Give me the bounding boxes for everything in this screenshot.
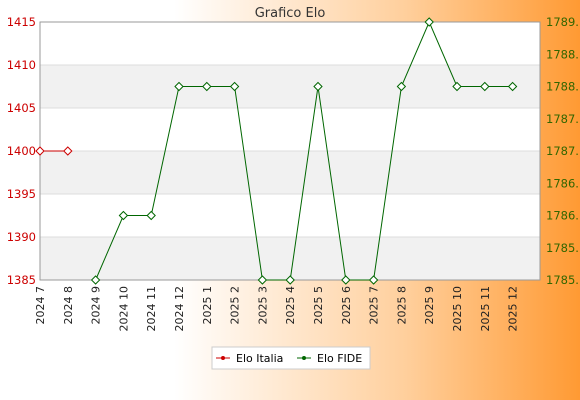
data-point: [90, 275, 101, 285]
left-tick-label: 1415: [7, 15, 36, 29]
left-axis-ticks: 1385 1390 1395 1400 1405 1410 1415: [7, 15, 36, 287]
data-point: [341, 275, 351, 285]
x-tick-label: 2025 12: [507, 286, 520, 332]
x-tick-label: 2025 10: [451, 286, 464, 332]
x-tick-label: 2024 8: [62, 286, 75, 325]
right-tick-label: 1789.: [546, 15, 579, 29]
legend-marker: [302, 356, 306, 360]
x-tick-label: 2025 5: [312, 286, 325, 325]
legend: Elo Italia Elo FIDE: [211, 346, 371, 370]
data-point: [63, 146, 73, 156]
x-tick-label: 2024 9: [90, 286, 103, 325]
data-point: [452, 81, 462, 92]
right-tick-label: 1788.: [546, 80, 579, 94]
x-tick-label: 2025 7: [368, 286, 381, 325]
x-tick-label: 2024 10: [117, 286, 130, 332]
right-axis-ticks: 1785. 1785. 1786. 1786. 1787. 1787. 1788. 1788.…: [546, 15, 579, 287]
data-point: [257, 275, 268, 285]
right-tick-label: 1785.: [546, 273, 579, 287]
x-tick-label: 2024 7: [34, 286, 47, 325]
series-elo-italia: [35, 146, 73, 156]
data-point: [368, 275, 379, 285]
x-tick-label: 2024 12: [173, 286, 186, 332]
right-tick-label: 1786.: [546, 176, 579, 190]
data-point: [229, 81, 240, 92]
x-tick-label: 2025 11: [479, 286, 492, 332]
plot-bands: [40, 22, 540, 280]
data-point: [285, 275, 295, 285]
x-tick-label: 2025 6: [340, 286, 353, 325]
right-tick-label: 1787.: [546, 144, 579, 158]
x-tick-label: 2025 2: [229, 286, 242, 325]
data-point: [174, 81, 184, 92]
data-point: [480, 81, 490, 92]
x-tick-label: 2025 9: [423, 286, 436, 325]
legend-label: Elo FIDE: [317, 352, 362, 365]
data-point: [396, 81, 407, 92]
plot-band: [40, 108, 540, 151]
x-axis-ticks: 2024 7 2024 8 2024 9 2024 10 2024 11 2024 12 2…: [34, 286, 520, 332]
left-tick-label: 1390: [7, 230, 36, 244]
x-tick-label: 2025 1: [201, 286, 214, 325]
data-point: [118, 210, 129, 221]
x-tick-label: 2025 4: [284, 286, 297, 325]
left-tick-label: 1410: [7, 58, 36, 72]
right-tick-label: 1788.: [546, 47, 579, 61]
series-line: [95, 20, 513, 281]
series-layer: [35, 17, 518, 285]
x-tick-label: 2024 11: [145, 286, 158, 332]
legend-label: Elo Italia: [236, 352, 283, 365]
plot-band: [40, 237, 540, 280]
chart-title: Grafico Elo: [255, 6, 326, 21]
data-point: [424, 17, 434, 27]
series-elo-fide: [90, 17, 518, 285]
plot-band: [40, 151, 540, 194]
data-point: [313, 81, 323, 92]
data-point: [507, 81, 518, 92]
data-point: [35, 146, 45, 156]
left-tick-label: 1395: [7, 187, 36, 201]
left-tick-label: 1405: [7, 101, 36, 115]
x-tick-label: 2025 3: [256, 286, 269, 325]
right-tick-label: 1786.: [546, 209, 579, 223]
plot-band: [40, 22, 540, 65]
legend-box: [211, 346, 371, 370]
left-tick-label: 1385: [7, 273, 36, 287]
right-tick-label: 1785.: [546, 241, 579, 255]
data-point: [202, 81, 212, 92]
right-tick-label: 1787.: [546, 112, 579, 126]
x-tick-label: 2025 8: [395, 286, 408, 325]
data-point: [146, 210, 156, 221]
legend-marker: [221, 356, 225, 360]
left-tick-label: 1400: [7, 144, 36, 158]
plot-band: [40, 194, 540, 237]
